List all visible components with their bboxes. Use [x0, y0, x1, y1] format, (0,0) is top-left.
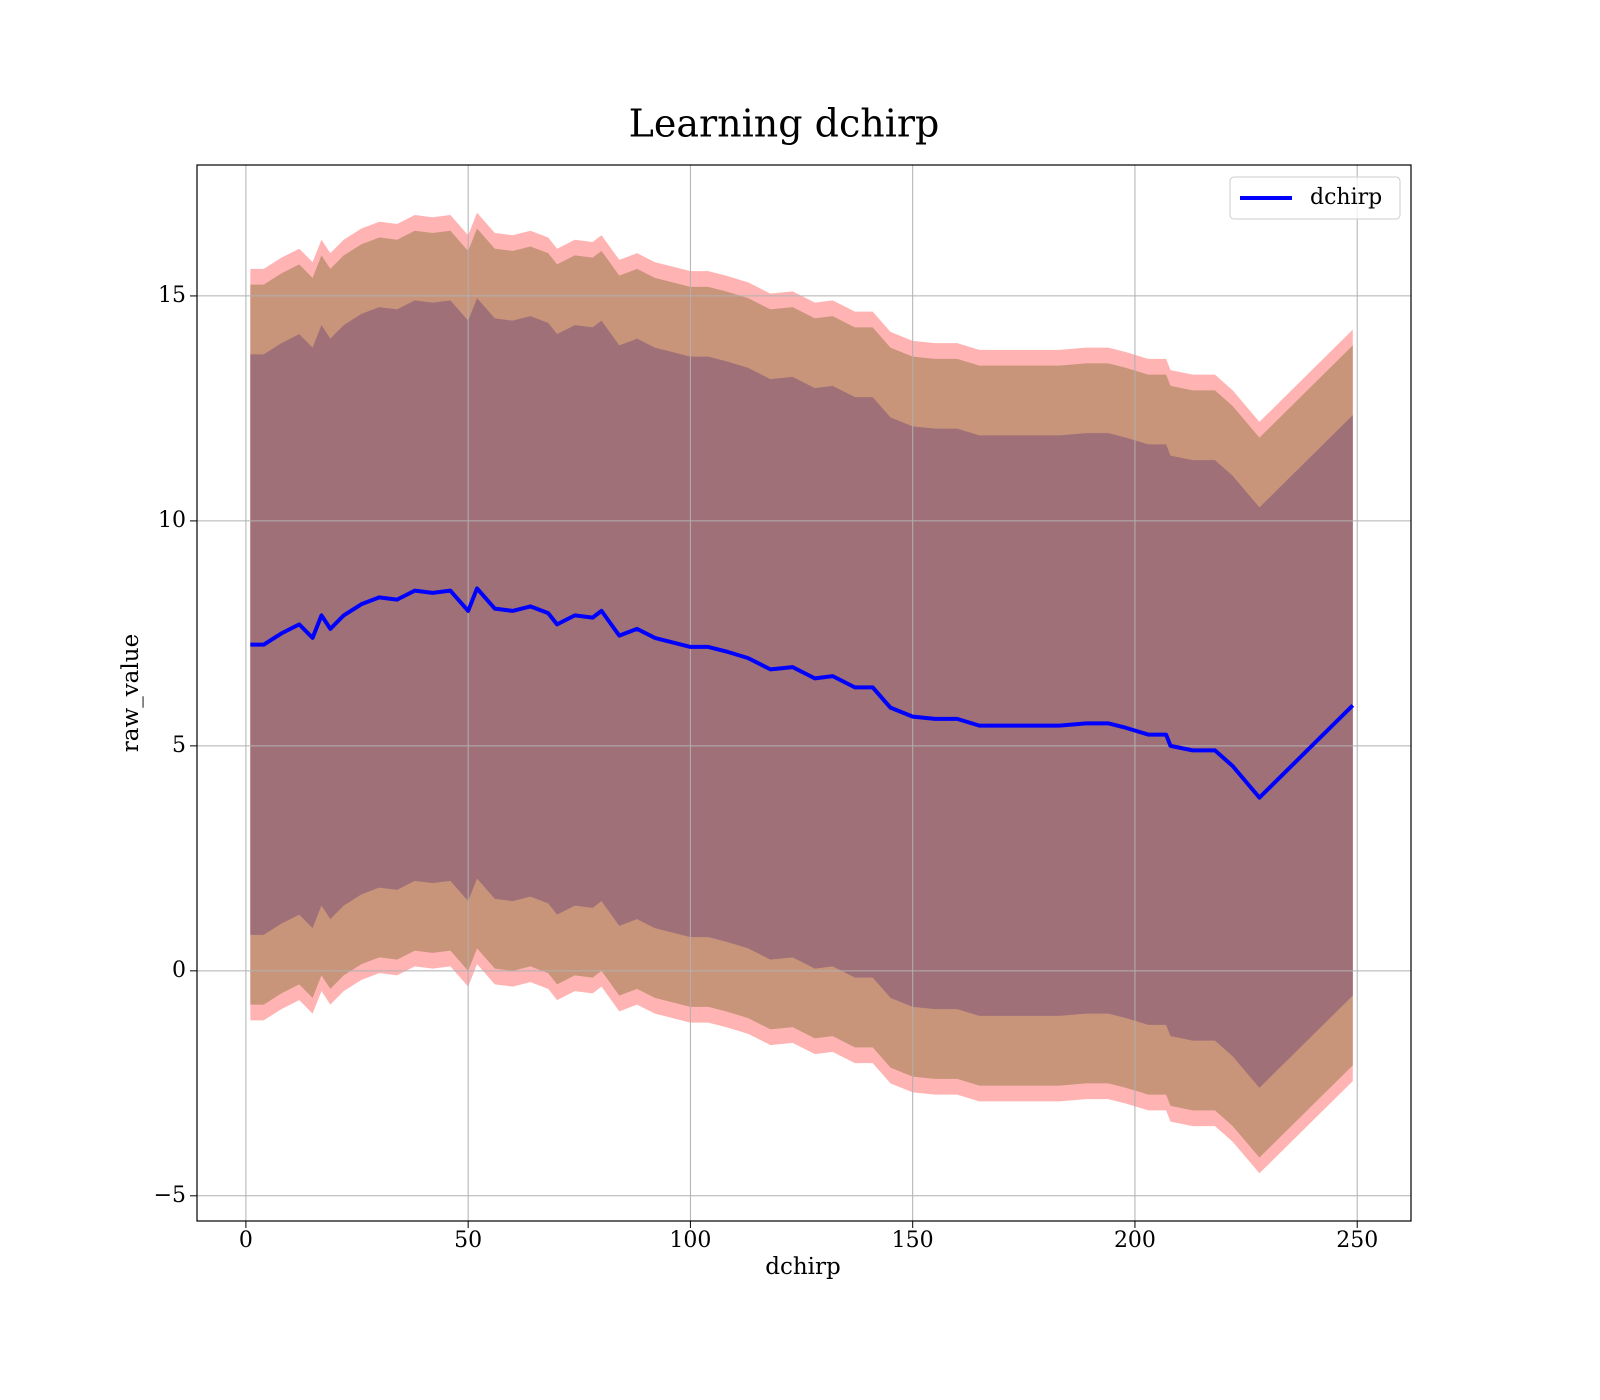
y-tick-label: 5	[172, 733, 186, 758]
line	[250, 586, 1355, 800]
band	[250, 298, 1353, 1088]
y-tick-label: −5	[154, 1183, 186, 1208]
plot-area	[250, 212, 1353, 1174]
x-tick-label: 200	[1114, 1228, 1156, 1253]
x-axis-label: dchirp	[765, 1254, 841, 1280]
y-tick-label: 10	[158, 508, 186, 533]
legend-label: dchirp	[1310, 185, 1382, 210]
x-tick-label: 100	[669, 1228, 711, 1253]
y-tick-label: 0	[172, 958, 186, 983]
axes-frame	[196, 164, 1412, 1222]
chart-title: Learning dchirp	[629, 102, 940, 146]
y-tick-label: 15	[158, 283, 186, 308]
x-tick-label: 250	[1336, 1228, 1378, 1253]
legend-box	[1229, 176, 1401, 220]
x-tick-label: 50	[454, 1228, 482, 1253]
x-tick-label: 150	[892, 1228, 934, 1253]
y-axis-label: raw_value	[118, 634, 144, 752]
x-tick-label: 0	[239, 1228, 253, 1253]
